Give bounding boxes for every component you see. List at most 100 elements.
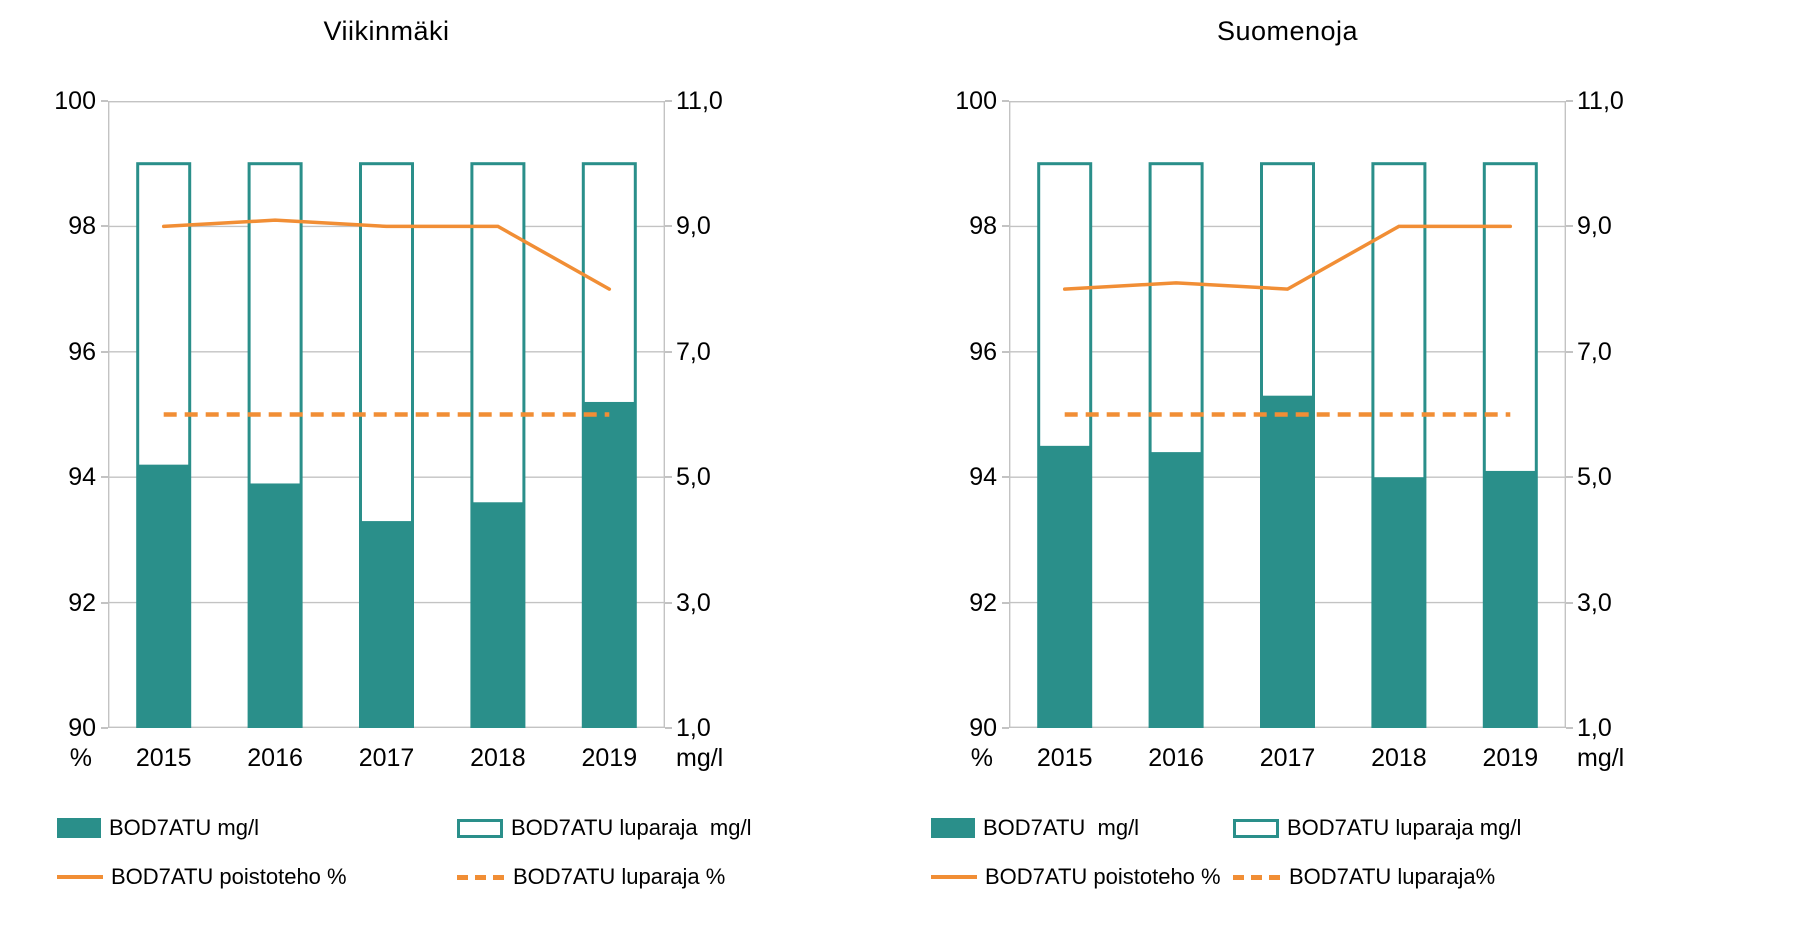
legend-label: BOD7ATU poistoteho % bbox=[985, 864, 1221, 889]
left-axis-tick-label: 98 bbox=[68, 212, 96, 241]
right-axis-tick-mark bbox=[665, 100, 672, 102]
right-axis-tick-label: 3,0 bbox=[1577, 588, 1612, 617]
left-axis-tick-mark bbox=[101, 350, 108, 353]
legend-label: BOD7ATU luparaja mg/l bbox=[1287, 815, 1522, 840]
left-axis-tick-label: 98 bbox=[969, 212, 997, 241]
right-axis-tick-label: 1,0 bbox=[1577, 714, 1612, 742]
legend-label: BOD7ATU poistoteho % bbox=[111, 864, 347, 889]
left-axis-tick-mark bbox=[1002, 100, 1009, 102]
right-axis-tick-mark bbox=[665, 350, 672, 353]
legend-label: BOD7ATU luparaja mg/l bbox=[511, 815, 752, 840]
legend-swatch-bar-outline bbox=[1233, 818, 1279, 838]
right-axis-tick-label: 5,0 bbox=[676, 463, 711, 492]
left-axis-tick-label: 92 bbox=[969, 588, 997, 617]
legend-item: BOD7ATU luparaja mg/l bbox=[1233, 815, 1521, 841]
left-axis-tick-label: 100 bbox=[54, 87, 96, 115]
legend-swatch-line bbox=[931, 875, 977, 879]
right-axis-tick-mark bbox=[665, 225, 672, 228]
legend-item: BOD7ATU mg/l bbox=[57, 815, 259, 841]
legend-label: BOD7ATU mg/l bbox=[983, 815, 1140, 840]
right-axis-tick-mark bbox=[665, 601, 672, 604]
right-axis-tick-mark bbox=[1566, 727, 1573, 729]
value-bar bbox=[471, 502, 524, 727]
right-axis-tick-label: 5,0 bbox=[1577, 463, 1612, 492]
left-axis-tick-mark bbox=[1002, 225, 1009, 228]
right-axis-unit: mg/l bbox=[1577, 744, 1625, 772]
x-axis-year-label: 2018 bbox=[470, 744, 526, 772]
legend-item: BOD7ATU poistoteho % bbox=[931, 864, 1221, 890]
left-axis-tick-mark bbox=[1002, 350, 1009, 353]
poistoteho-line bbox=[1062, 224, 1513, 291]
x-axis-year-label: 2017 bbox=[358, 744, 415, 772]
left-axis-tick-label: 96 bbox=[68, 337, 96, 366]
right-axis-tick-mark bbox=[665, 476, 672, 479]
value-bar bbox=[1150, 452, 1203, 727]
left-axis-tick-label: 90 bbox=[969, 714, 997, 742]
legend-item: BOD7ATU mg/l bbox=[931, 815, 1139, 841]
chart-canvas bbox=[108, 101, 665, 728]
left-axis-tick-mark bbox=[1002, 727, 1009, 729]
left-axis-tick-mark bbox=[101, 225, 108, 228]
left-axis-tick-mark bbox=[101, 601, 108, 604]
left-axis-unit: % bbox=[69, 744, 92, 772]
value-bar bbox=[360, 521, 413, 727]
x-axis-year-label: 2015 bbox=[1036, 744, 1093, 772]
value-bar bbox=[1038, 445, 1091, 727]
value-bar bbox=[1372, 477, 1425, 727]
legend-swatch-line-dashed bbox=[457, 874, 505, 880]
legend-item: BOD7ATU luparaja % bbox=[457, 864, 725, 890]
right-axis-tick-mark bbox=[1566, 350, 1573, 353]
value-bar bbox=[1261, 395, 1314, 727]
value-bar bbox=[137, 464, 190, 727]
legend-swatch-bar bbox=[57, 818, 101, 838]
viikinmaki-chart: Viikinmäki 100 98 96 94 92 90 11,0 9,0 7,0 5,0 3,… bbox=[54, 16, 751, 890]
x-axis-year-label: 2015 bbox=[135, 744, 192, 772]
legend-label: BOD7ATU mg/l bbox=[109, 815, 259, 840]
value-bar bbox=[583, 401, 636, 727]
right-axis-tick-label: 9,0 bbox=[676, 212, 711, 241]
left-axis-unit: % bbox=[970, 744, 993, 772]
legend-item: BOD7ATU poistoteho % bbox=[57, 864, 347, 890]
chart-title: Viikinmäki bbox=[323, 16, 450, 46]
plot-area bbox=[1009, 101, 1566, 728]
left-axis-tick-label: 96 bbox=[969, 337, 997, 366]
right-axis-tick-label: 7,0 bbox=[1577, 337, 1612, 366]
left-axis-tick-mark bbox=[101, 100, 108, 102]
left-axis-tick-mark bbox=[101, 727, 108, 729]
left-axis-tick-mark bbox=[101, 476, 108, 479]
x-axis-year-label: 2016 bbox=[247, 744, 303, 772]
right-axis-tick-mark bbox=[665, 727, 672, 729]
right-axis-unit: mg/l bbox=[676, 744, 724, 772]
right-axis-tick-mark bbox=[1566, 225, 1573, 228]
right-axis-tick-label: 3,0 bbox=[676, 588, 711, 617]
chart-canvas bbox=[1009, 101, 1566, 728]
left-axis-tick-mark bbox=[1002, 601, 1009, 604]
legend-swatch-bar-outline bbox=[457, 818, 503, 838]
left-axis-tick-label: 94 bbox=[68, 463, 96, 492]
left-axis-tick-label: 94 bbox=[969, 463, 997, 492]
x-axis-year-label: 2019 bbox=[581, 744, 638, 772]
left-axis-tick-label: 90 bbox=[68, 714, 96, 742]
right-axis-tick-label: 9,0 bbox=[1577, 212, 1612, 241]
right-axis-tick-label: 7,0 bbox=[676, 337, 711, 366]
value-bar bbox=[1484, 470, 1537, 727]
chart-title: Suomenoja bbox=[1216, 16, 1359, 46]
left-axis-tick-label: 100 bbox=[955, 87, 997, 115]
right-axis-tick-label: 11,0 bbox=[1577, 87, 1624, 115]
left-axis-tick-mark bbox=[1002, 476, 1009, 479]
poistoteho-line bbox=[161, 218, 612, 291]
legend-item: BOD7ATU luparaja mg/l bbox=[457, 815, 751, 841]
suomenoja-chart: Suomenoja 100 98 96 94 92 90 11,0 9,0 7,0 5,0 3,0… bbox=[901, 0, 1802, 927]
right-axis-tick-mark bbox=[1566, 100, 1573, 102]
right-axis-tick-mark bbox=[1566, 476, 1573, 479]
right-axis-tick-mark bbox=[1566, 601, 1573, 604]
x-axis-year-label: 2016 bbox=[1148, 744, 1204, 772]
legend-label: BOD7ATU luparaja% bbox=[1289, 864, 1496, 889]
legend-label: BOD7ATU luparaja % bbox=[513, 864, 726, 889]
x-axis-year-label: 2018 bbox=[1371, 744, 1427, 772]
legend-swatch-line-dashed bbox=[1233, 874, 1281, 880]
plot-area bbox=[108, 101, 665, 728]
legend-swatch-bar bbox=[931, 818, 975, 838]
right-axis-tick-label: 1,0 bbox=[676, 714, 711, 742]
legend-swatch-line bbox=[57, 875, 103, 879]
